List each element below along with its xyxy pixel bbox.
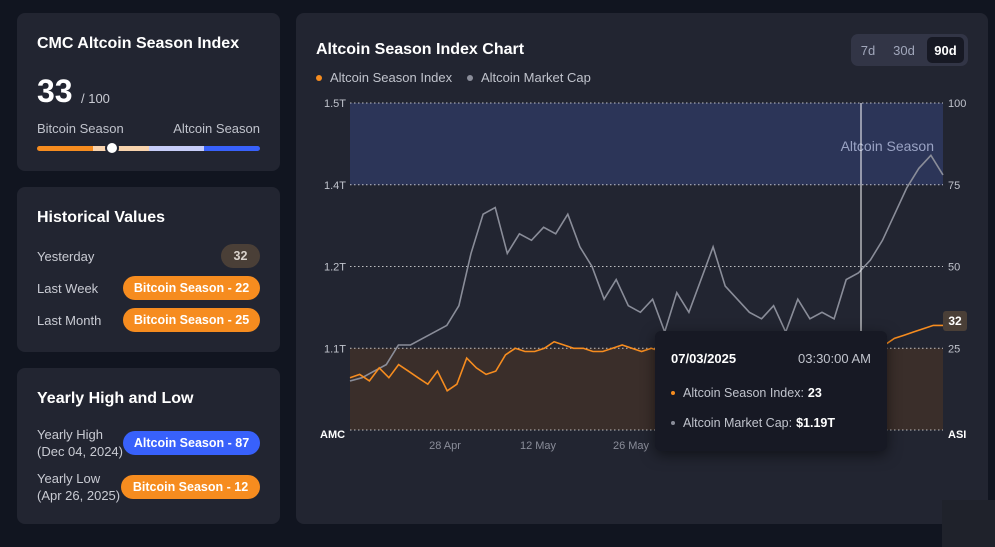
legend-cap[interactable]: Altcoin Market Cap — [467, 70, 591, 85]
tooltip-index-dot — [671, 391, 675, 395]
season-bar-orange — [37, 146, 93, 151]
current-value-text: 32 — [948, 314, 962, 328]
left-tick-label: 1.1T — [324, 343, 346, 355]
yearly-card: Yearly High and Low Yearly High (Dec 04,… — [17, 368, 280, 524]
right-axis-label: ASI — [948, 429, 966, 441]
left-tick-label: 1.4T — [324, 180, 346, 192]
last-week-value: Bitcoin Season - 22 — [123, 276, 260, 300]
yearly-high-label: Yearly High — [37, 427, 104, 442]
left-tick-label: 1.5T — [324, 98, 346, 110]
index-card-title: CMC Altcoin Season Index — [37, 35, 240, 52]
market-cap-line — [349, 153, 944, 382]
season-bar-peach — [93, 146, 149, 151]
last-month-label: Last Month — [37, 313, 102, 328]
tooltip-cap-dot — [671, 421, 675, 425]
tooltip-date: 07/03/2025 — [671, 351, 737, 366]
last-month-value: Bitcoin Season - 25 — [123, 308, 260, 332]
x-tick-label: 12 May — [520, 440, 557, 452]
legend-index-dot — [316, 74, 322, 81]
legend-index-label: Altcoin Season Index — [330, 70, 453, 85]
chart-tooltip: 07/03/2025 03:30:00 AM Altcoin Season In… — [655, 331, 887, 451]
tab-7d[interactable]: 7d — [860, 42, 876, 58]
x-tick-label: 26 May — [613, 440, 650, 452]
legend-cap-dot — [467, 74, 473, 81]
last-week-label: Last Week — [37, 281, 99, 296]
current-value-badge — [943, 311, 967, 331]
yearly-title: Yearly High and Low — [37, 390, 194, 407]
season-bar-lavender — [149, 146, 204, 151]
chart-title: Altcoin Season Index Chart — [316, 41, 525, 58]
altcoin-zone-label: Altcoin Season — [841, 138, 934, 154]
legend-index[interactable]: Altcoin Season Index — [316, 70, 452, 85]
yearly-low-date: (Apr 26, 2025) — [37, 488, 121, 503]
right-tick-label: 100 — [948, 98, 966, 110]
tooltip-index-row: Altcoin Season Index: 23 — [671, 386, 822, 400]
season-indicator-knob — [105, 141, 119, 155]
yesterday-value: 32 — [221, 244, 260, 268]
tooltip-cap-label: Altcoin Market Cap: — [683, 416, 793, 430]
season-bar-blue — [204, 146, 260, 151]
tab-30d[interactable]: 30d — [893, 42, 915, 58]
index-card: CMC Altcoin Season Index 33 / 100 Bitcoi… — [17, 13, 280, 171]
corner-panel — [942, 500, 995, 547]
historical-title: Historical Values — [37, 209, 166, 226]
left-tick-label: 1.2T — [324, 262, 346, 274]
tooltip-time: 03:30:00 AM — [798, 351, 871, 366]
right-tick-label: 50 — [948, 262, 960, 274]
left-axis-label: AMC — [320, 429, 345, 441]
right-tick-label: 75 — [948, 180, 960, 192]
tab-90d[interactable]: 90d — [927, 37, 964, 63]
yearly-low-value: Bitcoin Season - 12 — [121, 475, 260, 499]
right-tick-label: 25 — [948, 343, 960, 355]
yesterday-label: Yesterday — [37, 249, 95, 264]
x-tick-label: 28 Apr — [429, 440, 461, 452]
tooltip-cap-value: $1.19T — [796, 416, 835, 430]
bitcoin-season-label: Bitcoin Season — [37, 121, 124, 136]
tooltip-index-value: 23 — [807, 386, 822, 400]
tooltip-cap-row: Altcoin Market Cap: $1.19T — [671, 416, 835, 430]
altcoin-season-zone — [350, 103, 943, 185]
altcoin-season-label: Altcoin Season — [173, 121, 260, 136]
yearly-high-value: Altcoin Season - 87 — [123, 431, 260, 455]
index-score-max: / 100 — [81, 91, 110, 106]
index-score: 33 — [37, 73, 73, 109]
timeframe-tabs: 7d 30d 90d — [851, 34, 968, 66]
legend-cap-label: Altcoin Market Cap — [481, 70, 591, 85]
tooltip-index-label: Altcoin Season Index: — [683, 386, 804, 400]
historical-card: Historical Values Yesterday 32 Last Week… — [17, 187, 280, 352]
yearly-high-date: (Dec 04, 2024) — [37, 444, 123, 459]
yearly-low-label: Yearly Low — [37, 471, 101, 486]
